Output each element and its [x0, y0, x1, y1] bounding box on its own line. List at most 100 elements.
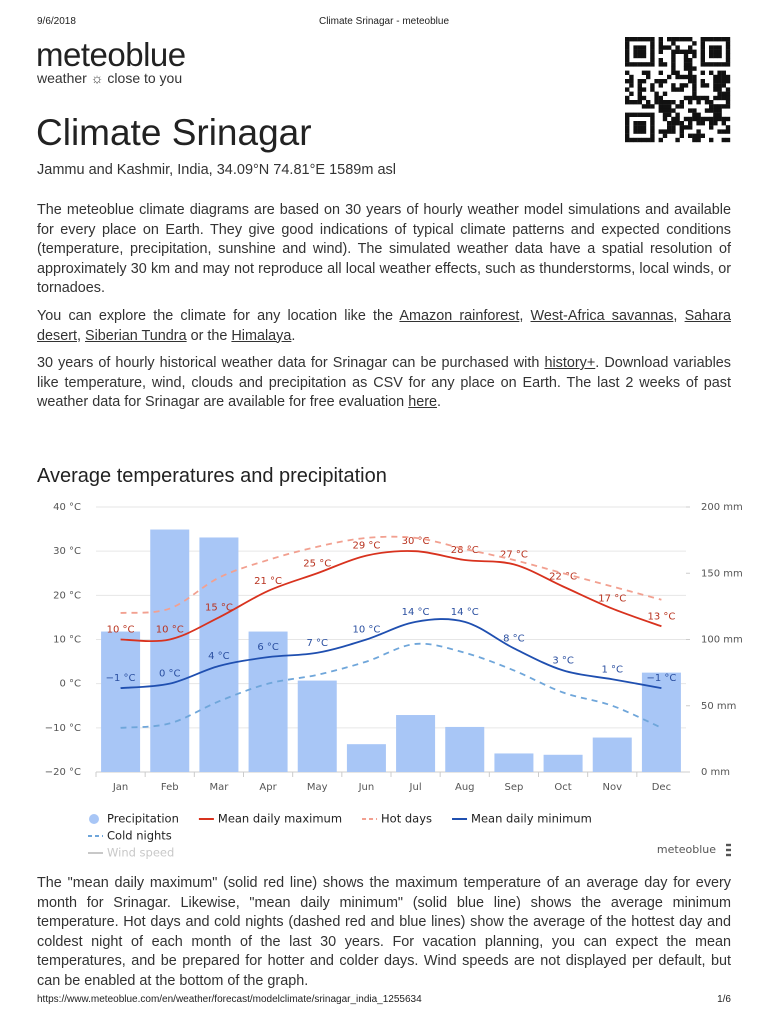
qr-module: [679, 37, 684, 42]
link[interactable]: history+: [544, 355, 596, 371]
qr-module: [637, 45, 642, 50]
y2-tick-label: 50 mm: [701, 701, 736, 712]
qr-module: [667, 125, 672, 130]
qr-module: [704, 62, 710, 67]
qr-module: [688, 58, 693, 63]
qr-module: [650, 112, 655, 117]
qr-module: [629, 83, 634, 88]
qr-module: [692, 53, 697, 59]
qr-module: [692, 41, 697, 46]
logo-tagline: weather ☼ close to you: [37, 70, 183, 86]
qr-module: [713, 83, 718, 88]
qr-module: [725, 104, 731, 109]
logo: meteoblue: [36, 36, 186, 73]
qr-module: [700, 62, 705, 67]
legend-label[interactable]: Wind speed: [107, 846, 174, 860]
menu-icon-bar: [726, 848, 731, 852]
temperature-line: [120, 535, 662, 614]
qr-module: [713, 104, 718, 109]
qr-module: [625, 112, 630, 117]
qr-module: [688, 66, 693, 71]
qr-module: [725, 41, 731, 46]
link[interactable]: Siberian Tundra: [85, 327, 187, 344]
qr-module: [696, 112, 701, 117]
qr-module: [717, 70, 722, 75]
footer-url: https://www.meteoblue.com/en/weather/for…: [37, 994, 422, 1005]
legend-label[interactable]: Mean daily maximum: [218, 812, 342, 826]
y-tick-label: −10 °C: [45, 723, 81, 734]
qr-module: [683, 125, 689, 130]
data-label: 10 °C: [107, 625, 135, 636]
legend-label[interactable]: Mean daily minimum: [471, 812, 592, 826]
qr-module: [709, 37, 714, 42]
qr-module: [717, 62, 722, 67]
qr-module: [688, 49, 693, 54]
legend-label[interactable]: Cold nights: [107, 829, 172, 843]
qr-module: [671, 41, 676, 46]
qr-module: [637, 37, 642, 42]
qr-module: [650, 45, 655, 50]
qr-module: [725, 53, 731, 59]
qr-module: [646, 112, 651, 117]
qr-module: [658, 37, 663, 42]
link[interactable]: here: [408, 394, 437, 410]
qr-module: [654, 79, 659, 84]
link[interactable]: Sahara desert: [37, 308, 731, 344]
qr-module: [675, 45, 680, 50]
qr-module: [667, 45, 672, 50]
qr-module: [709, 100, 714, 105]
qr-module: [629, 100, 634, 105]
qr-module: [625, 62, 630, 67]
qr-module: [692, 91, 697, 96]
qr-module: [633, 45, 638, 50]
qr-module: [692, 74, 697, 80]
qr-module: [662, 62, 668, 67]
qr-module: [633, 112, 638, 117]
qr-module: [725, 91, 731, 96]
qr-module: [671, 58, 676, 63]
qr-module: [713, 53, 718, 59]
qr-module: [692, 108, 697, 113]
qr-module: [650, 49, 655, 54]
qr-module: [633, 125, 638, 130]
qr-module: [662, 133, 668, 138]
qr-module: [717, 108, 722, 113]
qr-module: [675, 112, 680, 117]
qr-module: [625, 129, 630, 134]
precipitation-bar: [494, 753, 534, 772]
qr-module: [650, 87, 655, 92]
text-run: ,: [519, 308, 531, 324]
qr-module: [721, 121, 726, 126]
qr-module: [721, 104, 726, 109]
data-label: 0 °C: [159, 669, 181, 680]
qr-module: [725, 62, 731, 67]
data-label: 10 °C: [352, 625, 380, 636]
qr-module: [625, 49, 630, 54]
y-tick-label: 40 °C: [53, 502, 81, 513]
qr-module: [713, 62, 718, 67]
qr-module: [683, 37, 689, 42]
print-title: Climate Srinagar - meteoblue: [318, 16, 450, 27]
qr-module: [637, 100, 642, 105]
qr-module: [679, 49, 684, 54]
legend-label[interactable]: Precipitation: [107, 812, 179, 826]
qr-module: [704, 95, 710, 101]
qr-module: [637, 112, 642, 117]
link[interactable]: West-Africa savannas: [530, 308, 674, 324]
link[interactable]: Amazon rainforest: [399, 308, 520, 324]
qr-module: [717, 53, 722, 59]
qr-module: [725, 45, 731, 50]
qr-module: [717, 104, 722, 109]
qr-module: [654, 95, 659, 101]
qr-module: [704, 108, 710, 113]
data-label: −1 °C: [106, 673, 136, 684]
qr-module: [683, 95, 689, 101]
qr-module: [646, 74, 651, 80]
link[interactable]: Himalaya: [231, 327, 292, 344]
qr-module: [713, 95, 718, 101]
qr-module: [713, 116, 718, 122]
qr-module: [675, 104, 680, 109]
qr-module: [688, 133, 693, 138]
legend-label[interactable]: Hot days: [381, 812, 432, 826]
qr-module: [667, 74, 672, 80]
